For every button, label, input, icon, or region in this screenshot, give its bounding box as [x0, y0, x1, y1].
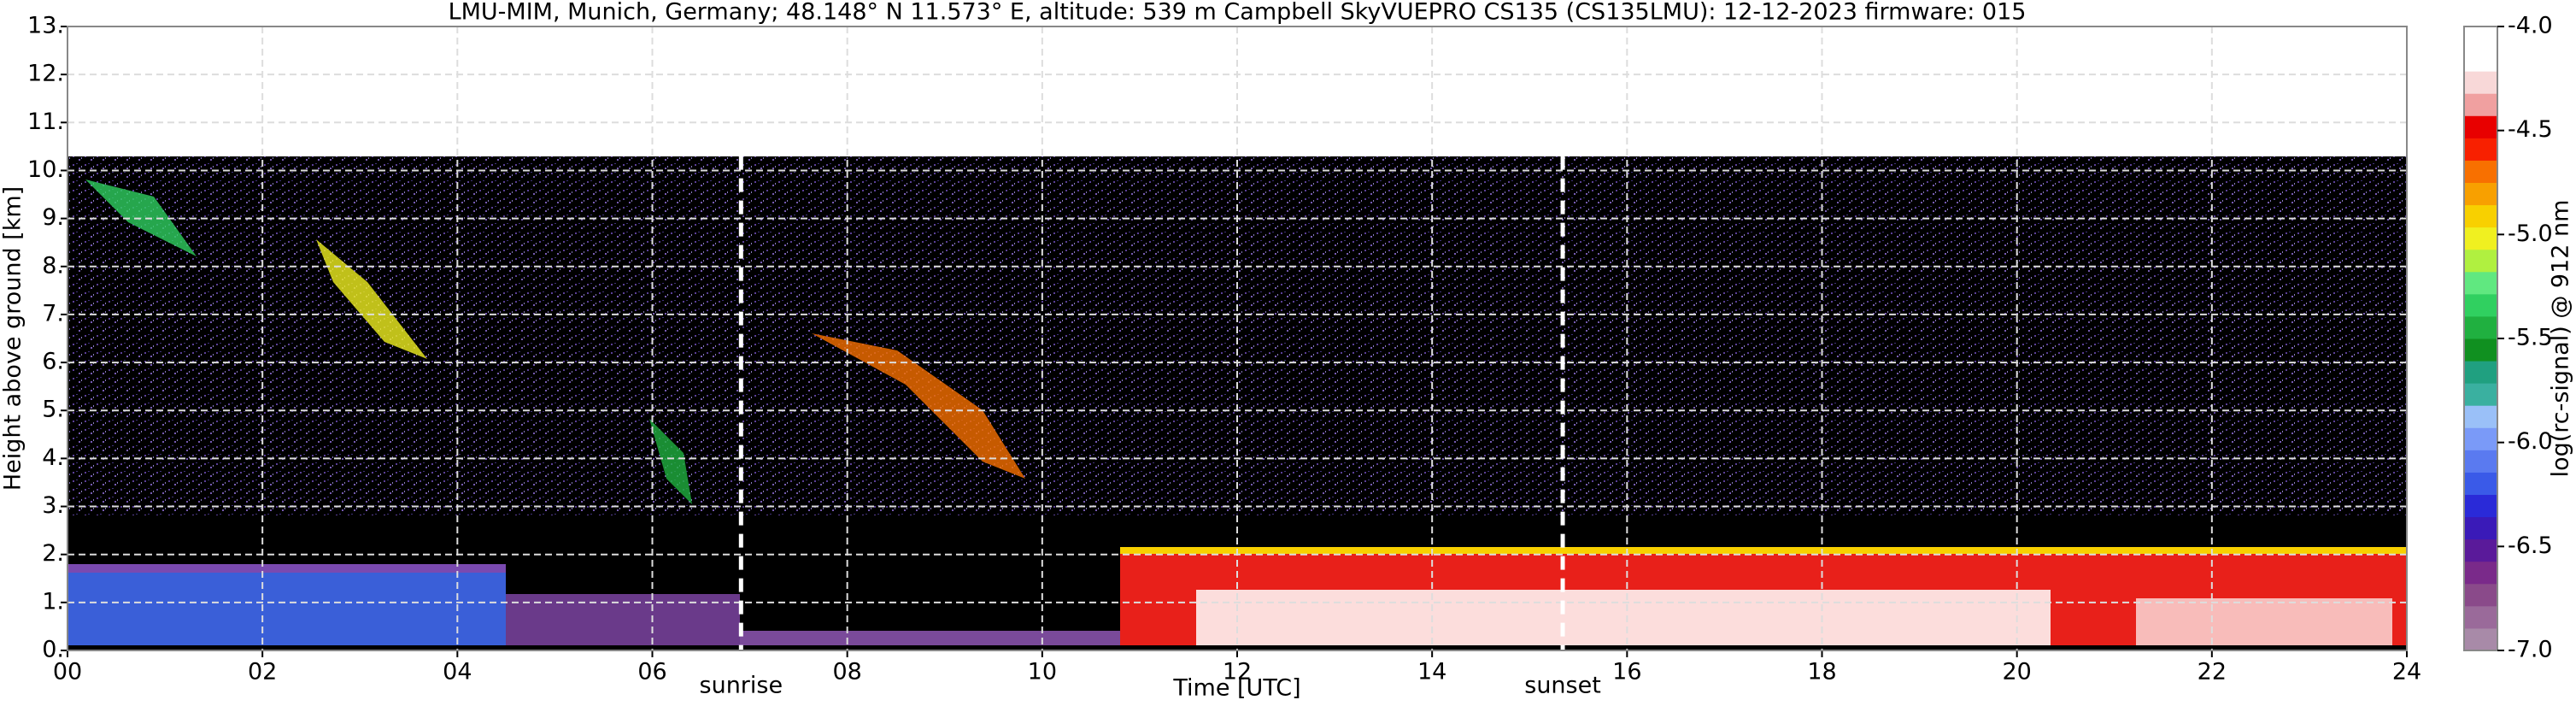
colorbar-segment — [2464, 427, 2497, 450]
colorbar-tick-label: -4.0 — [2508, 13, 2553, 39]
y-tick-label: 5. — [42, 397, 64, 423]
x-tick-label: 12 — [1223, 659, 1252, 685]
x-tick-label: 14 — [1417, 659, 1446, 685]
colorbar-segment — [2464, 249, 2497, 273]
colorbar-segment — [2464, 538, 2497, 562]
colorbar-segment — [2464, 160, 2497, 183]
y-tick-label: 13. — [27, 13, 64, 39]
colorbar-segment — [2464, 561, 2497, 585]
x-tick-label: 02 — [248, 659, 277, 685]
x-tick-label: 24 — [2392, 659, 2421, 685]
x-tick-label: 20 — [2002, 659, 2031, 685]
x-axis-label: Time [UTC] — [1172, 675, 1300, 702]
colorbar-segment — [2464, 361, 2497, 384]
colorbar-segment — [2464, 315, 2497, 339]
x-tick-label: 18 — [1807, 659, 1836, 685]
y-tick-label: 4. — [42, 444, 64, 471]
y-tick-label: 2. — [42, 540, 64, 567]
colorbar-segment — [2464, 26, 2497, 50]
colorbar-tick-label: -7.0 — [2508, 637, 2553, 663]
colorbar-segment — [2464, 227, 2497, 250]
y-tick-label: 0. — [42, 637, 64, 663]
y-tick-label: 6. — [42, 349, 64, 375]
colorbar-segment — [2464, 71, 2497, 94]
x-tick-label: 08 — [832, 659, 861, 685]
plot-frame — [67, 26, 2408, 651]
colorbar-label: log(rc-signal) @ 912 nm — [2548, 200, 2574, 478]
colorbar-segment — [2464, 93, 2497, 116]
y-tick-label: 10. — [27, 156, 64, 183]
colorbar-segment — [2464, 293, 2497, 317]
x-tick-label: 06 — [637, 659, 666, 685]
x-tick-label: 00 — [53, 659, 82, 685]
colorbar-tick-label: -6.5 — [2508, 532, 2553, 559]
colorbar-tick-label: -4.5 — [2508, 116, 2553, 143]
y-tick-label: 12. — [27, 61, 64, 87]
y-tick-label: 11. — [27, 109, 64, 135]
colorbar-segment — [2464, 516, 2497, 540]
x-tick-label: 22 — [2198, 659, 2227, 685]
x-tick-label: 04 — [443, 659, 472, 685]
x-tick-label: 16 — [1612, 659, 1641, 685]
colorbar-segment — [2464, 138, 2497, 161]
colorbar-tick-label: -6.0 — [2508, 428, 2553, 455]
colorbar-segment — [2464, 627, 2497, 651]
annotation-label: sunset — [1524, 673, 1601, 699]
colorbar-segment — [2464, 49, 2497, 72]
y-tick-label: 3. — [42, 492, 64, 519]
colorbar-segment — [2464, 472, 2497, 495]
y-axis-label: Height above ground [km] — [0, 186, 26, 491]
colorbar-segment — [2464, 115, 2497, 138]
colorbar-segment — [2464, 338, 2497, 362]
chart-title: LMU-MIM, Munich, Germany; 48.148° N 11.5… — [449, 0, 2027, 26]
x-tick-label: 10 — [1028, 659, 1057, 685]
colorbar-segment — [2464, 271, 2497, 295]
colorbar-segment — [2464, 405, 2497, 428]
y-tick-label: 9. — [42, 204, 64, 231]
colorbar-segment — [2464, 605, 2497, 629]
colorbar-tick-label: -5.5 — [2508, 325, 2553, 351]
colorbar-segment — [2464, 182, 2497, 206]
colorbar-segment — [2464, 383, 2497, 406]
y-tick-label: 7. — [42, 300, 64, 327]
colorbar-segment — [2464, 204, 2497, 228]
colorbar-tick-label: -5.0 — [2508, 221, 2553, 247]
colorbar-segment — [2464, 494, 2497, 518]
annotation-label: sunrise — [700, 673, 783, 699]
colorbar-segment — [2464, 450, 2497, 473]
y-tick-label: 8. — [42, 252, 64, 279]
colorbar-segment — [2464, 583, 2497, 607]
y-tick-label: 1. — [42, 588, 64, 615]
